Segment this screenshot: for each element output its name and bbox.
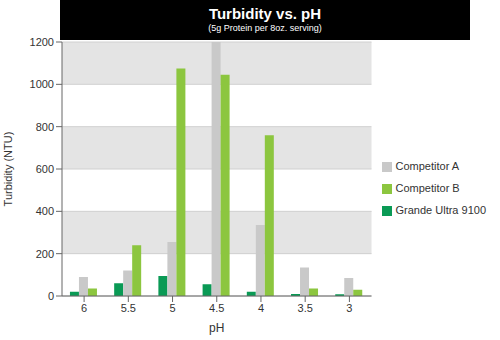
svg-text:200: 200 xyxy=(36,248,54,260)
html-text:Competitor B: Competitor B xyxy=(395,182,460,194)
svg-text:800: 800 xyxy=(36,121,54,133)
svg-text:0: 0 xyxy=(48,290,54,302)
html-text:Turbidity vs. pH: Turbidity vs. pH xyxy=(208,5,322,22)
svg-text:3.5: 3.5 xyxy=(298,302,313,314)
svg-text:Turbidity (NTU): Turbidity (NTU) xyxy=(8,132,14,207)
svg-text:4: 4 xyxy=(258,302,264,314)
svg-text:4.5: 4.5 xyxy=(209,302,224,314)
svg-text:5.5: 5.5 xyxy=(121,302,136,314)
html-text:Grande Ultra 9100: Grande Ultra 9100 xyxy=(395,204,486,216)
html-text:(5g Protein per 8oz. serving): (5g Protein per 8oz. serving) xyxy=(208,23,322,33)
svg-text:6: 6 xyxy=(81,302,87,314)
svg-text:1000: 1000 xyxy=(30,78,54,90)
svg-text:5: 5 xyxy=(169,302,175,314)
html-text:Competitor A: Competitor A xyxy=(395,160,460,172)
svg-text:400: 400 xyxy=(36,205,54,217)
svg-text:1200: 1200 xyxy=(30,38,54,48)
svg-text:3: 3 xyxy=(346,302,352,314)
svg-text:600: 600 xyxy=(36,163,54,175)
svg-text:pH: pH xyxy=(209,321,224,335)
